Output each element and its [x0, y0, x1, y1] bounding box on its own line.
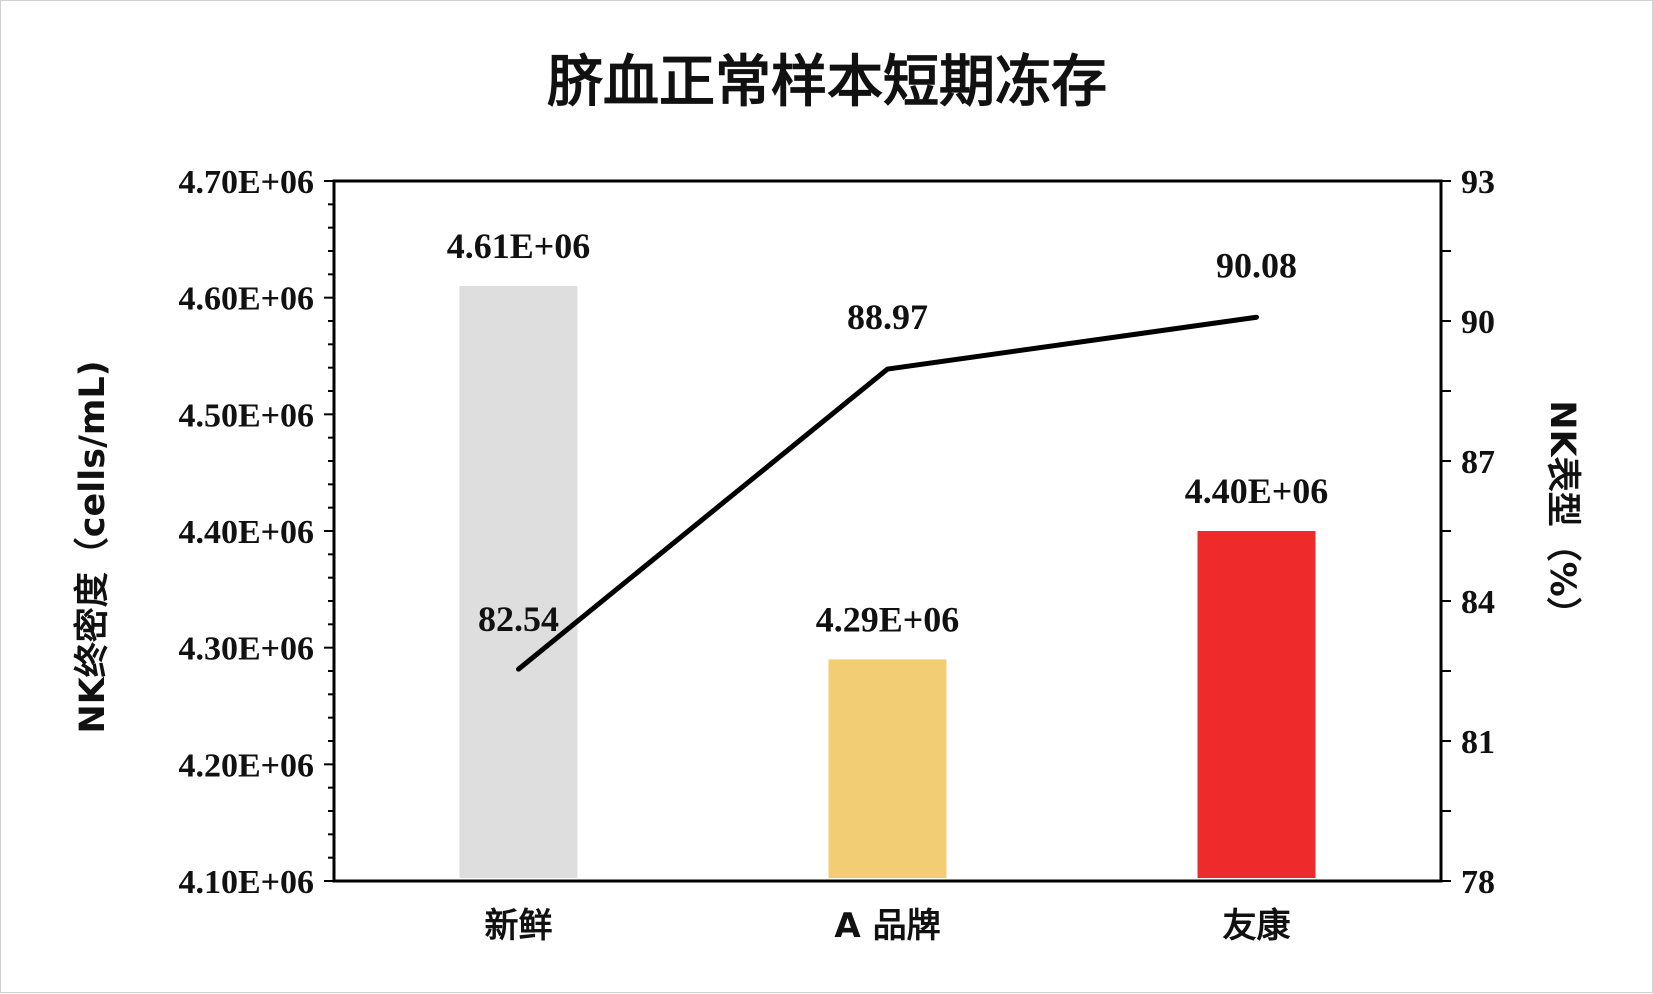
- bar-data-label: 4.29E+06: [816, 599, 960, 639]
- bar: [459, 286, 578, 878]
- left-tick-label: 4.40E+06: [178, 514, 314, 551]
- category-axis: 新鲜 A 品牌 友康: [485, 906, 1291, 946]
- line-data-label: 90.08: [1216, 245, 1297, 285]
- data-labels: 4.61E+06 4.29E+06 4.40E+06 82.54 88.97 90.08: [447, 226, 1329, 639]
- left-tick-label: 4.50E+06: [178, 397, 314, 434]
- right-tick-label: 93: [1461, 164, 1495, 201]
- category-label: 友康: [1223, 906, 1291, 946]
- bar: [828, 659, 947, 878]
- left-tick-label: 4.30E+06: [178, 631, 314, 668]
- left-tick-label: 4.10E+06: [178, 864, 314, 901]
- right-axis: 78 81 84 87 90 93: [1441, 164, 1495, 901]
- category-label: 新鲜: [485, 906, 553, 946]
- bar-data-label: 4.61E+06: [447, 226, 591, 266]
- bar-series: [459, 286, 1316, 878]
- left-tick-label: 4.70E+06: [178, 164, 314, 201]
- left-tick-label: 4.20E+06: [178, 747, 314, 784]
- nk-phenotype-line: [516, 314, 1259, 672]
- line-data-label: 88.97: [847, 297, 928, 337]
- right-tick-label: 78: [1461, 864, 1495, 901]
- line-data-label: 82.54: [478, 599, 559, 639]
- right-tick-label: 87: [1461, 444, 1495, 481]
- left-axis-title: NK终密度（cells/mL): [72, 360, 113, 733]
- right-tick-label: 90: [1461, 304, 1495, 341]
- bar-data-label: 4.40E+06: [1185, 471, 1329, 511]
- line-series: [516, 314, 1259, 672]
- bar: [1197, 531, 1316, 878]
- right-tick-label: 84: [1461, 584, 1495, 621]
- chart-title: 脐血正常样本短期冻存: [547, 50, 1107, 115]
- left-tick-label: 4.60E+06: [178, 281, 314, 318]
- category-label: A 品牌: [834, 906, 940, 946]
- left-axis: 4.10E+06 4.20E+06 4.30E+06 4.40E+06 4.50E+06…: [178, 164, 334, 901]
- right-axis-title: NK表型（%）: [1542, 400, 1582, 631]
- right-tick-label: 81: [1461, 724, 1495, 761]
